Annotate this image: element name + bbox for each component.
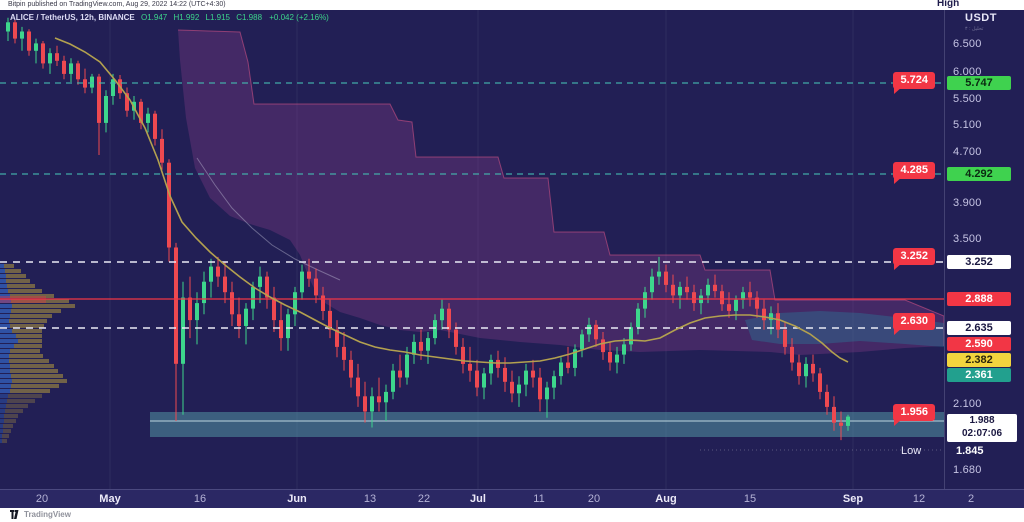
tradingview-logo-icon (10, 510, 19, 519)
time-tick: 22 (417, 493, 431, 505)
current-price-label: 1.988 02:07:06 (947, 414, 1017, 442)
tradingview-logo[interactable]: TradingView (10, 510, 71, 519)
tradingview-logo-text: TradingView (24, 510, 71, 519)
ichimoku-cloud-bearish (178, 30, 944, 355)
price-axis[interactable]: USDT ۴ : تحلیل 6.500 6.000 5.500 5.100 4.700… (944, 10, 1024, 489)
price-level-label-teal: 2.361 (947, 368, 1011, 382)
low-label: Low (901, 445, 922, 457)
time-tick: 20 (35, 493, 49, 505)
ma-line-yellow (54, 37, 849, 364)
current-price-value: 1.988 (969, 415, 995, 426)
price-level-label-green: 4.292 (947, 167, 1011, 181)
low-value: 1.845 (956, 445, 984, 457)
publish-footer: TradingView (0, 508, 1024, 522)
time-tick: Aug (655, 493, 677, 505)
price-level-label-yellow: 2.382 (947, 353, 1011, 367)
price-callout[interactable]: 3.252 (893, 248, 935, 270)
price-tick: 1.680 (953, 464, 982, 476)
time-tick: 16 (193, 493, 207, 505)
high-label-cut: High (937, 0, 960, 9)
time-tick: 12 (912, 493, 926, 505)
price-callout[interactable]: 4.285 (893, 162, 935, 184)
callout-tail (894, 87, 903, 94)
time-tick: May (99, 493, 121, 505)
price-level-label-white: 3.252 (947, 255, 1011, 269)
price-callout[interactable]: 1.956 (893, 404, 935, 426)
price-tick: 5.100 (953, 119, 982, 131)
price-level-label-red: 2.590 (947, 337, 1011, 351)
price-tick: 6.000 (953, 66, 982, 78)
price-tick: 4.700 (953, 146, 982, 158)
price-level-label-red: 2.888 (947, 292, 1011, 306)
time-tick: Jun (287, 493, 307, 505)
price-level-label-white: 2.635 (947, 321, 1011, 335)
price-chart-canvas[interactable] (0, 10, 944, 489)
price-change: +0.042 (+2.16%) (269, 13, 329, 22)
price-callout[interactable]: 5.724 (893, 72, 935, 94)
price-tick: 3.900 (953, 197, 982, 209)
ohlc-low: L1.915 (205, 13, 230, 22)
price-tick: 3.500 (953, 233, 982, 245)
time-tick: 15 (743, 493, 757, 505)
axis-currency-label: USDT (965, 12, 997, 24)
callout-tail (894, 177, 903, 184)
publish-header: Bitpin published on TradingView.com, Aug… (0, 0, 1024, 10)
callout-tail (894, 419, 903, 426)
time-tick: Sep (842, 493, 864, 505)
ohlc-close: C1.988 (236, 13, 263, 22)
symbol-title[interactable]: ALICE / TetherUS, 12h, BINANCE (10, 13, 135, 22)
symbol-legend[interactable]: ALICE / TetherUS, 12h, BINANCE O1.947 H1… (10, 13, 329, 22)
time-tick: 2 (967, 493, 975, 505)
price-callout[interactable]: 2.630 (893, 313, 935, 335)
price-tick: 2.100 (953, 398, 982, 410)
chart-area[interactable]: ALICE / TetherUS, 12h, BINANCE O1.947 H1… (0, 10, 1024, 508)
ohlc-high: H1.992 (173, 13, 200, 22)
ohlc-open: O1.947 (141, 13, 168, 22)
price-tick: 6.500 (953, 38, 982, 50)
price-tick: 5.500 (953, 93, 982, 105)
time-tick: 13 (363, 493, 377, 505)
callout-tail (894, 328, 903, 335)
attribution-text: Bitpin published on TradingView.com, Aug… (8, 1, 226, 8)
time-tick: 20 (587, 493, 601, 505)
bar-countdown: 02:07:06 (961, 428, 1003, 439)
callout-tail (894, 263, 903, 270)
time-tick: 11 (533, 493, 545, 505)
time-tick: Jul (470, 493, 486, 505)
axis-fine-print: ۴ : تحلیل (965, 26, 984, 32)
time-axis[interactable]: 20 May 16 Jun 13 22 Jul 11 20 Aug 15 Sep 12 2 (0, 489, 1024, 508)
price-level-label-green: 5.747 (947, 76, 1011, 90)
